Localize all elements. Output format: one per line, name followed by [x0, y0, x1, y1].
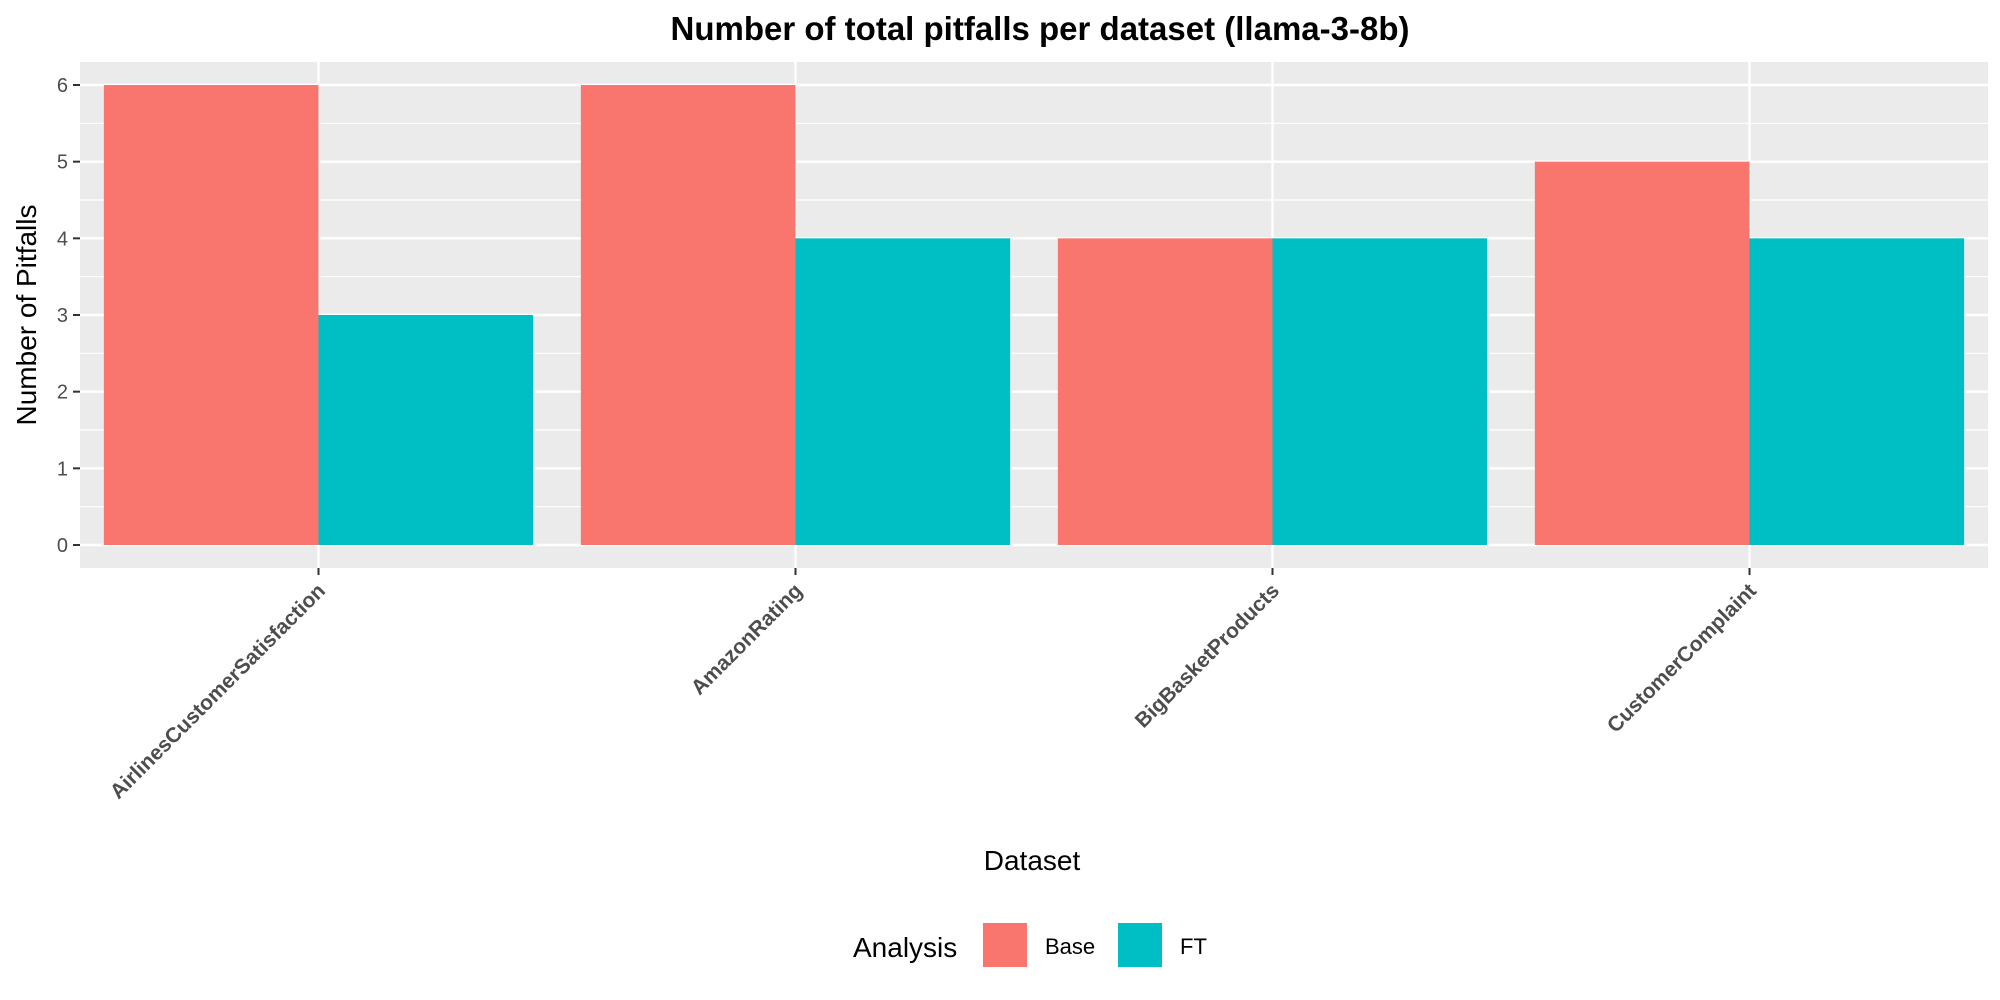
x-axis: AirlinesCustomerSatisfaction AmazonRating… — [106, 568, 1761, 803]
bar-base-BigBasketProducts — [1057, 238, 1273, 546]
y-axis: 0 1 2 3 4 5 6 — [57, 75, 80, 557]
y-tick-label: 5 — [57, 152, 68, 174]
x-tick-label: AmazonRating — [687, 579, 807, 699]
bar-ft-AirlinesCustomerSatisfaction — [318, 315, 534, 545]
legend: Analysis Base FT — [853, 923, 1207, 967]
x-tick-label: BigBasketProducts — [1131, 579, 1284, 732]
y-tick-label: 6 — [57, 75, 68, 97]
y-tick-label: 0 — [57, 535, 68, 557]
x-tick-label: CustomerComplaint — [1603, 579, 1761, 737]
bar-base-AirlinesCustomerSatisfaction — [103, 85, 319, 545]
bar-ft-AmazonRating — [795, 238, 1011, 546]
x-axis-title: Dataset — [984, 845, 1081, 876]
y-tick-label: 4 — [57, 228, 68, 250]
y-tick-label: 3 — [57, 305, 68, 327]
y-axis-title: Number of Pitfalls — [11, 205, 42, 426]
bar-base-CustomerComplaint — [1534, 161, 1750, 545]
legend-key-ft — [1118, 923, 1162, 967]
y-tick-label: 2 — [57, 382, 68, 404]
legend-label-ft: FT — [1180, 934, 1207, 959]
bar-ft-BigBasketProducts — [1272, 238, 1488, 546]
bars — [103, 85, 1965, 546]
x-tick-label: AirlinesCustomerSatisfaction — [106, 579, 330, 803]
bar-base-AmazonRating — [580, 85, 796, 545]
chart-title: Number of total pitfalls per dataset (ll… — [671, 10, 1410, 47]
legend-label-base: Base — [1045, 934, 1095, 959]
bar-ft-CustomerComplaint — [1749, 238, 1965, 546]
legend-title: Analysis — [853, 932, 957, 963]
y-tick-label: 1 — [57, 458, 68, 480]
legend-key-base — [983, 923, 1027, 967]
